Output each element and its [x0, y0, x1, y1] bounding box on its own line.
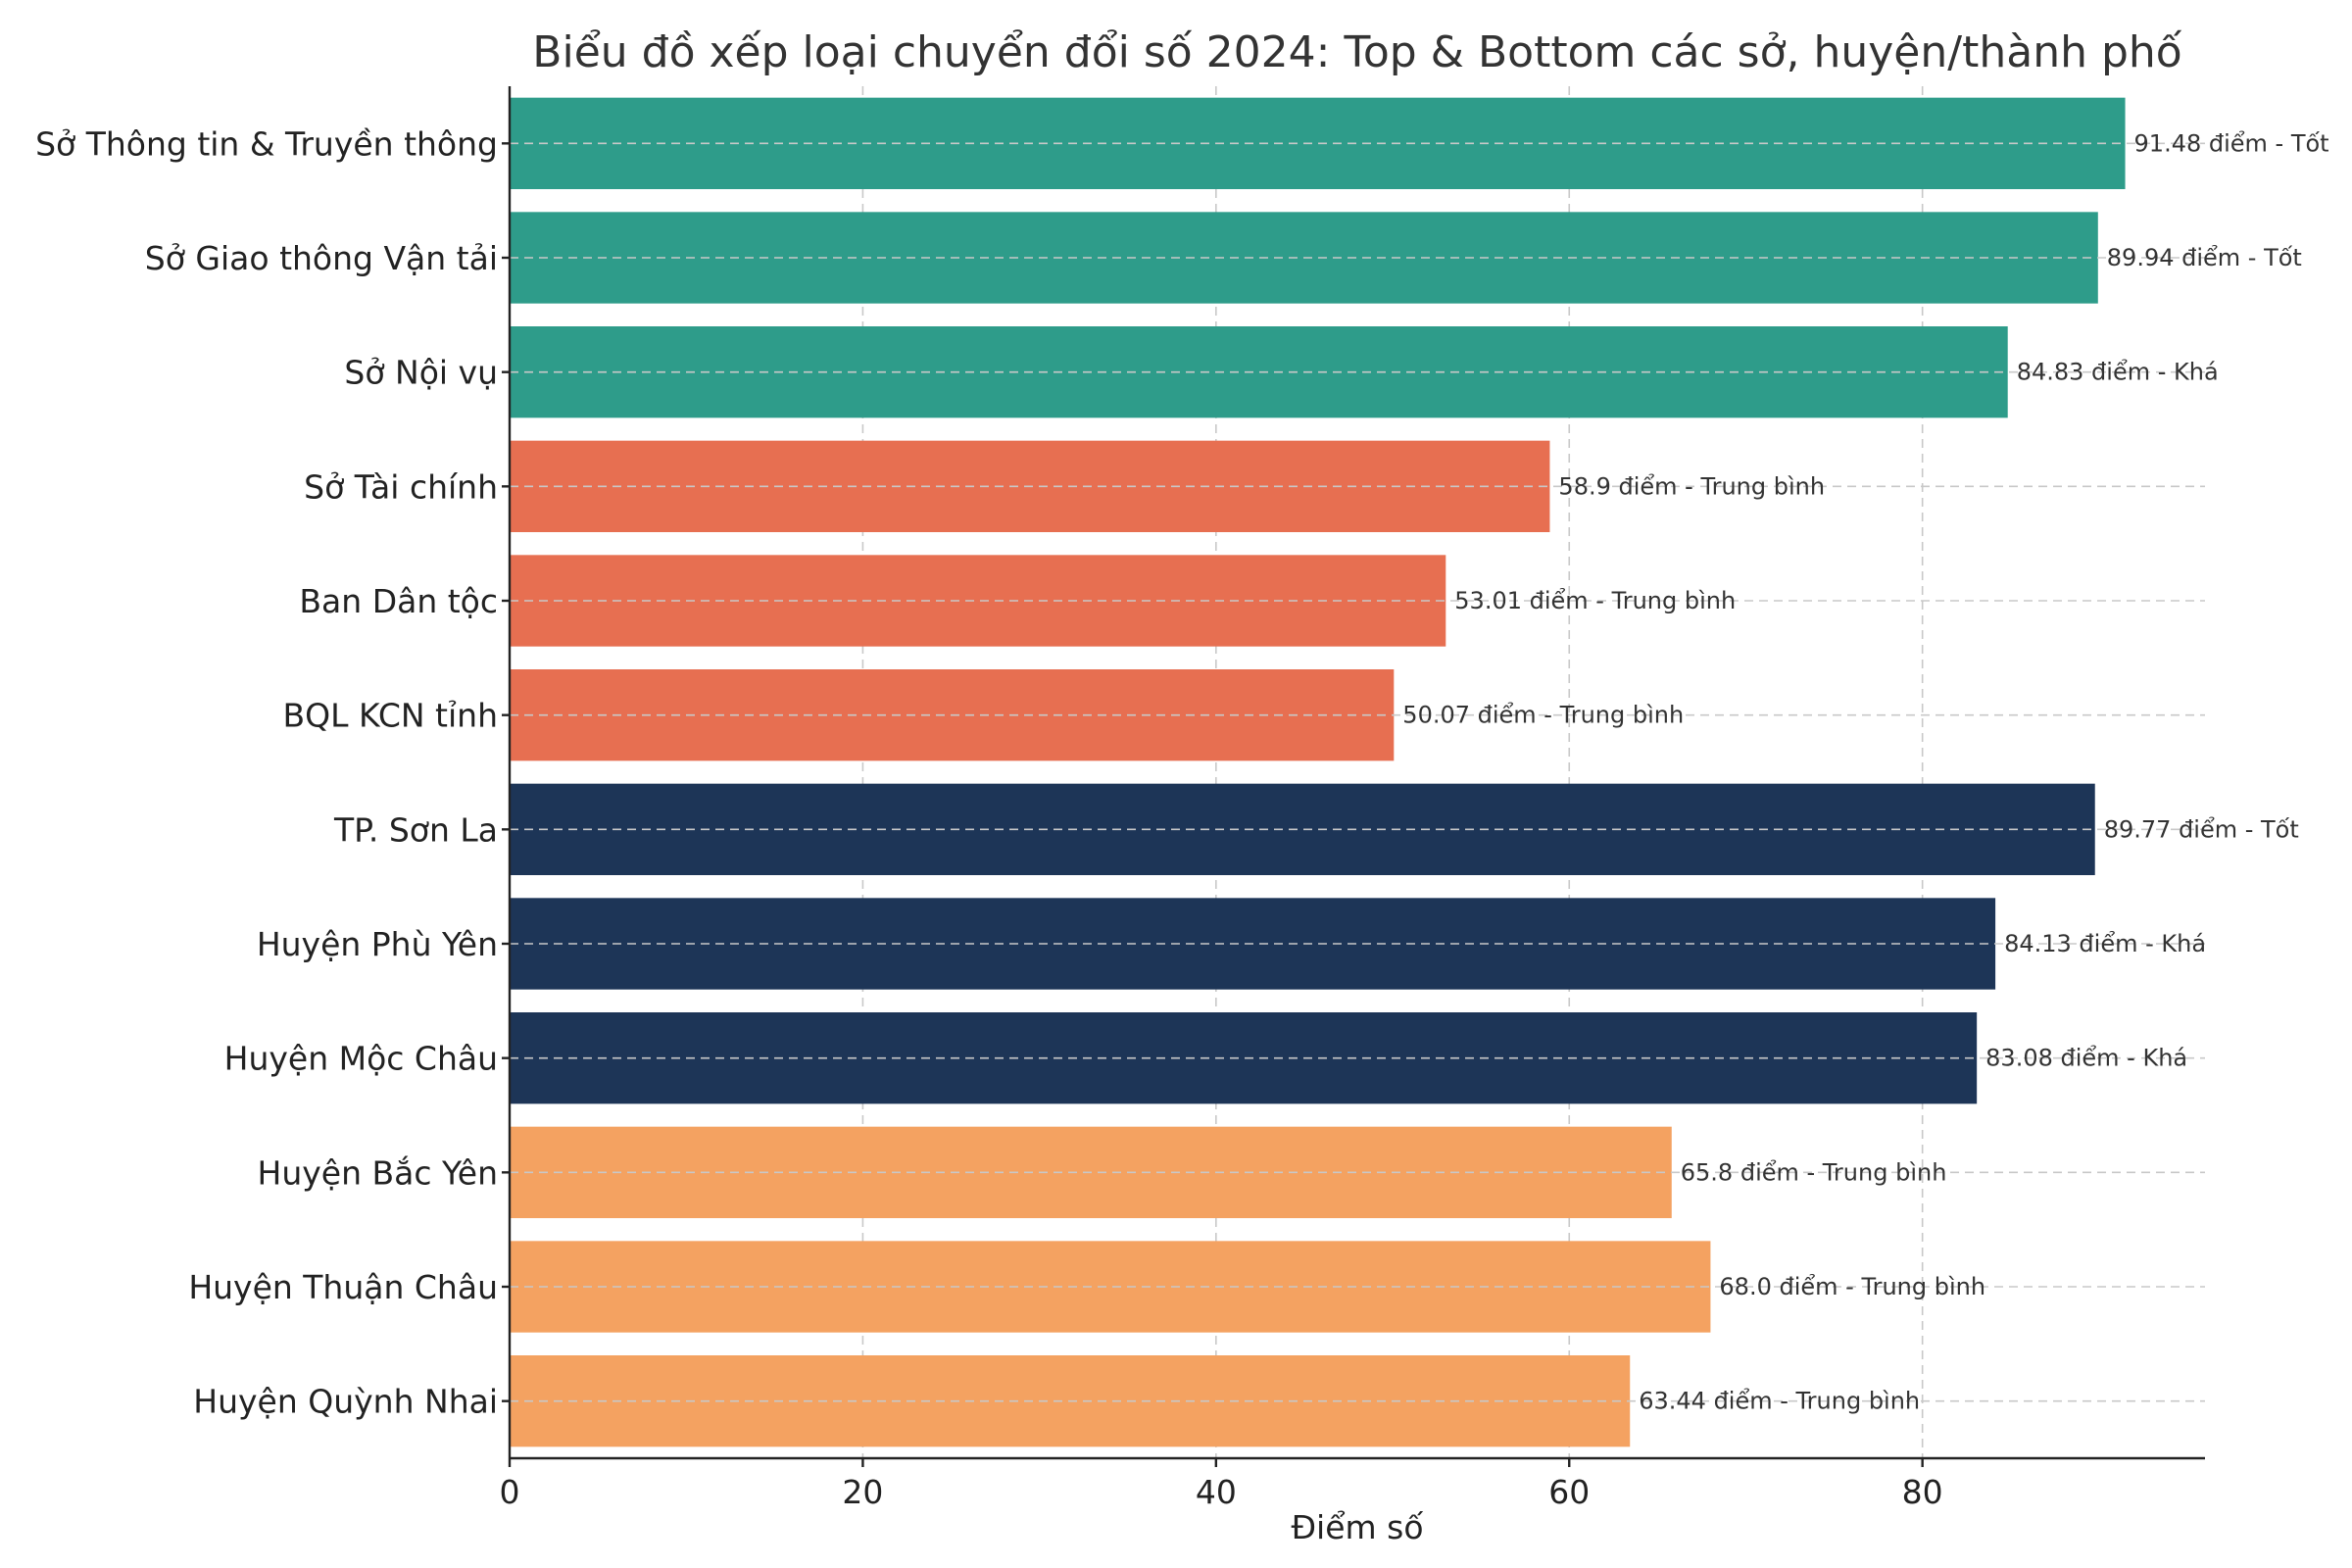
category-label: Sở Giao thông Vận tải: [145, 239, 498, 277]
category-label: Sở Tài chính: [304, 467, 498, 506]
axis-layer: Sở Thông tin & Truyền thông Sở Giao thông…: [35, 86, 2205, 1511]
x-tick-label: 0: [500, 1473, 520, 1511]
x-tick-label: 40: [1196, 1473, 1237, 1511]
chart-title: Biểu đồ xếp loại chuyển đổi số 2024: Top…: [532, 27, 2181, 77]
grid-layer: [861, 86, 1924, 1458]
bar-value-label: 84.13 điểm - Khá: [2004, 930, 2206, 957]
category-label: BQL KCN tỉnh: [283, 697, 498, 735]
x-tick-label: 80: [1902, 1473, 1943, 1511]
bar-value-label: 63.44 điểm - Trung bình: [1639, 1388, 1920, 1415]
bar-value-label: 65.8 điểm - Trung bình: [1681, 1158, 1947, 1186]
bar: [510, 1012, 1978, 1104]
bar: [510, 326, 2008, 418]
bar-value-label: 84.83 điểm - Khá: [2017, 359, 2219, 386]
category-label: TP. Sơn La: [333, 810, 498, 849]
category-label: Huyện Thuận Châu: [188, 1268, 498, 1306]
bars-layer: 91.48 điểm - Tốt 89.94 điểm - Tốt 84.83 đi…: [510, 97, 2329, 1447]
x-tick-label: 20: [842, 1473, 883, 1511]
x-axis-title: Điểm số: [1291, 1508, 1423, 1546]
bar-value-label: 68.0 điểm - Trung bình: [1719, 1273, 1985, 1300]
bar-value-label: 83.08 điểm - Khá: [1985, 1045, 2187, 1072]
bar-value-label: 58.9 điểm - Trung bình: [1558, 472, 1825, 500]
bar-value-label: 91.48 điểm - Tốt: [2134, 129, 2329, 157]
bar-value-label: 53.01 điểm - Trung bình: [1454, 587, 1736, 614]
category-label: Huyện Phù Yên: [257, 925, 498, 963]
bar-value-label: 89.77 điểm - Tốt: [2104, 815, 2299, 843]
category-label: Sở Nội vụ: [344, 354, 498, 392]
category-label: Huyện Mộc Châu: [224, 1040, 498, 1078]
category-label: Sở Thông tin & Truyền thông: [35, 124, 498, 163]
bar-value-label: 89.94 điểm - Tốt: [2107, 244, 2302, 271]
category-label: Ban Dân tộc: [299, 582, 498, 620]
bar: [510, 783, 2095, 875]
x-tick-label: 60: [1548, 1473, 1590, 1511]
category-label: Huyện Bắc Yên: [258, 1153, 498, 1192]
category-label: Huyện Quỳnh Nhai: [193, 1383, 498, 1421]
bar-value-label: 50.07 điểm - Trung bình: [1402, 702, 1684, 729]
